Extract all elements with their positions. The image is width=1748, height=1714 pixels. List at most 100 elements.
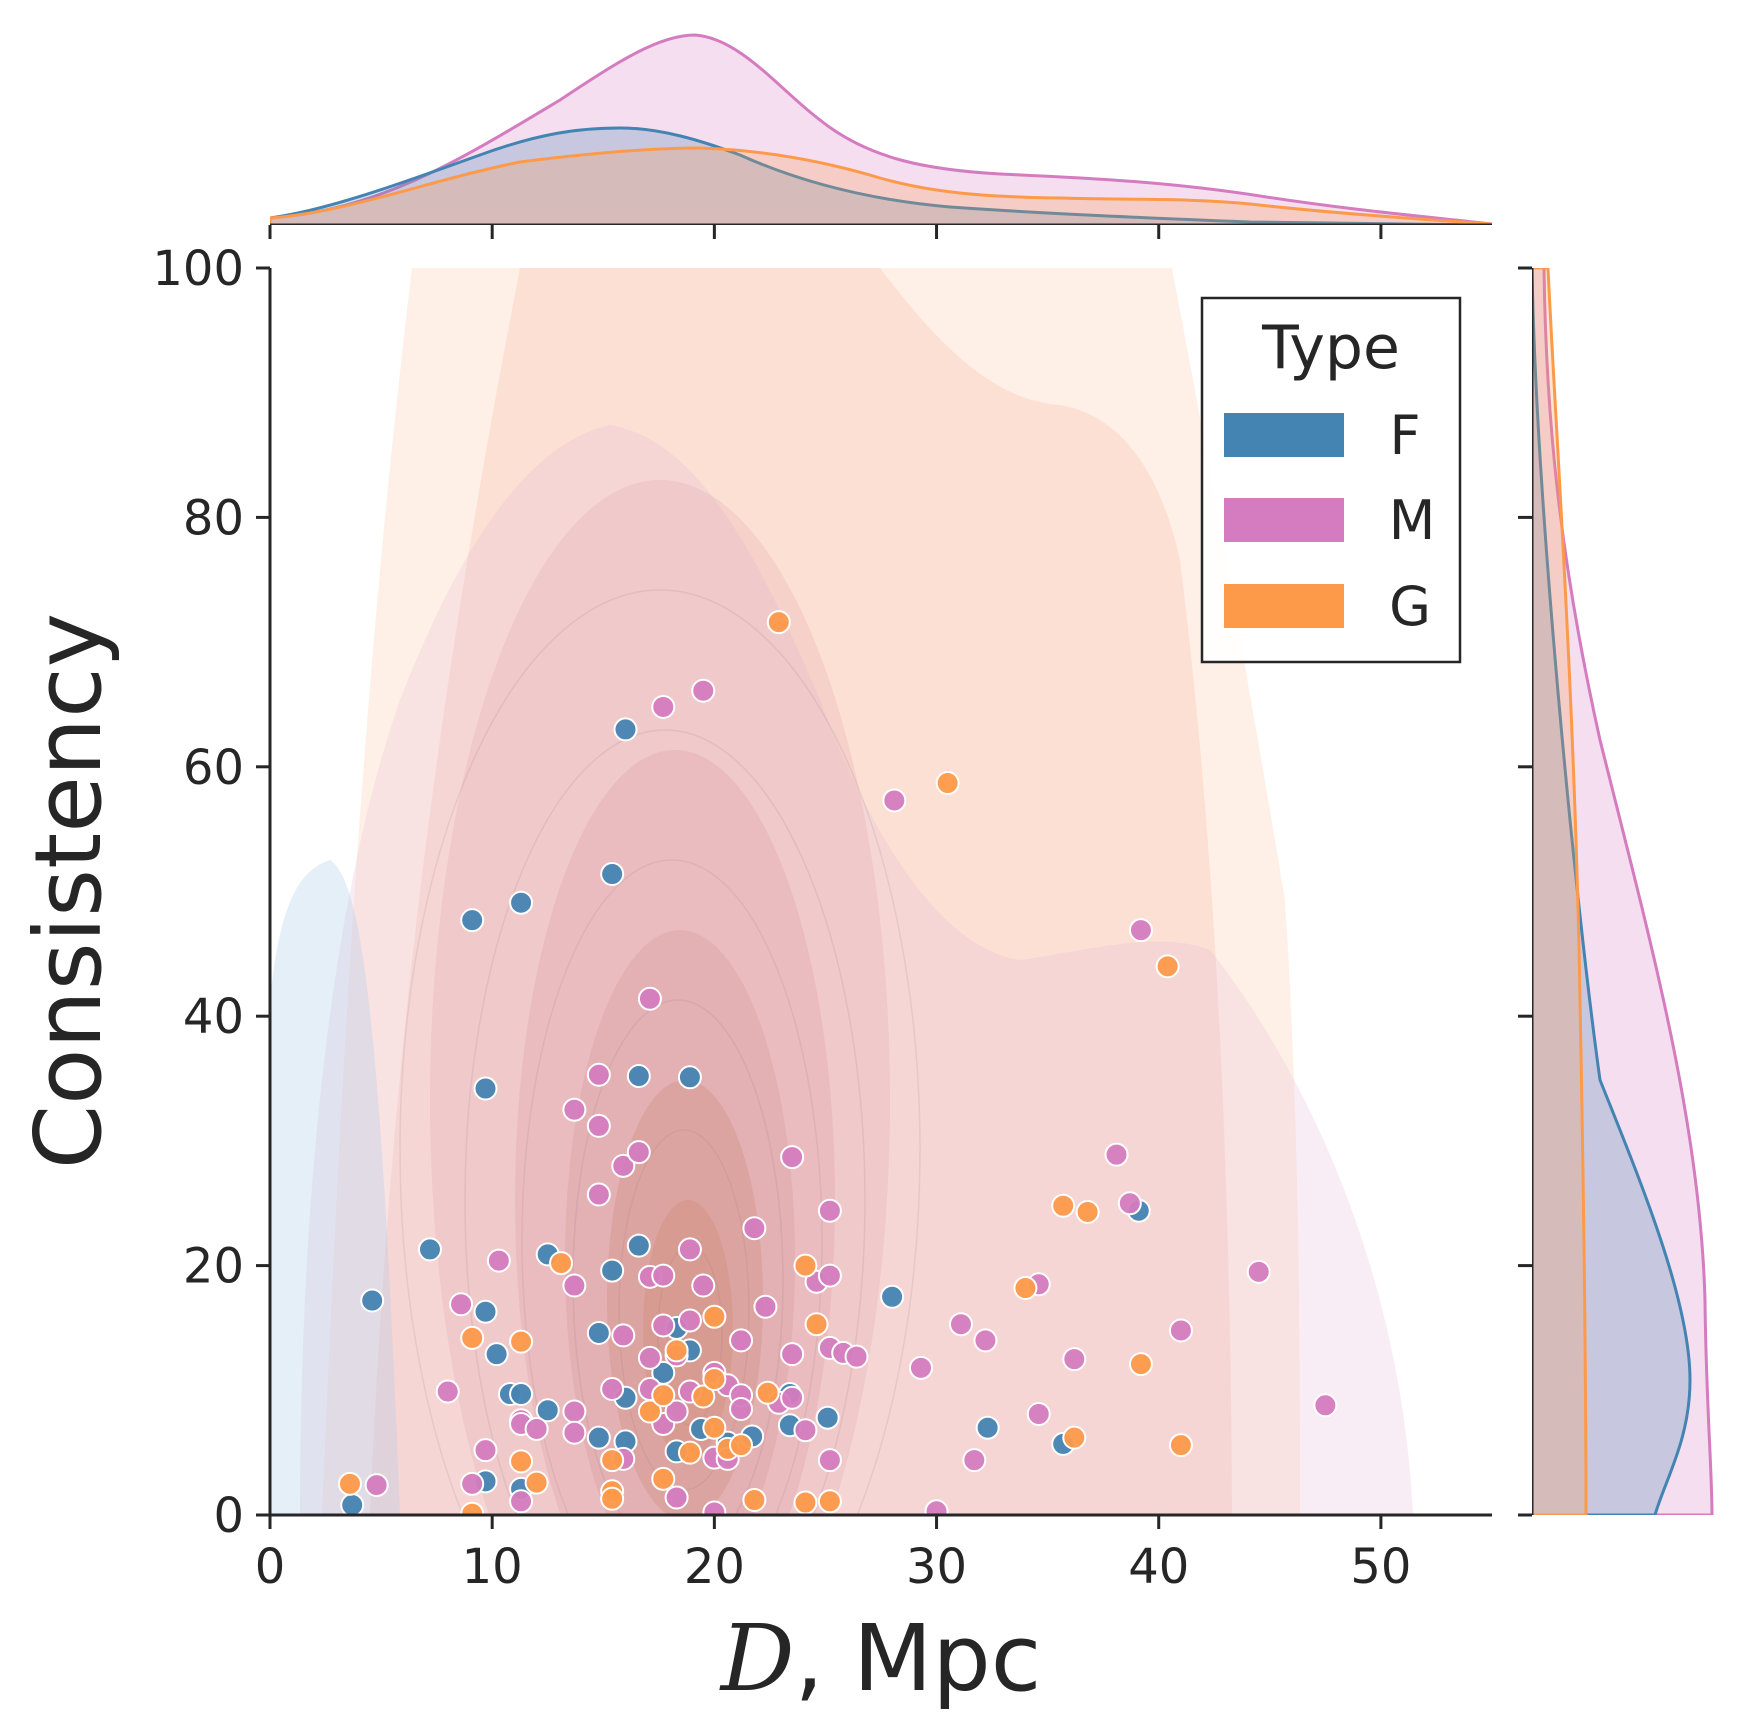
point-g <box>637 1399 662 1424</box>
point-f <box>340 1493 365 1515</box>
point-g <box>1128 1352 1153 1377</box>
point-m <box>1117 1191 1142 1216</box>
point-g <box>1075 1199 1100 1224</box>
right-kde-g <box>1532 268 1588 1515</box>
point-g <box>742 1488 767 1513</box>
point-f <box>417 1237 442 1262</box>
point-m <box>729 1397 754 1422</box>
point-m <box>882 788 907 813</box>
point-g <box>1155 954 1180 979</box>
right-marginal-ticks <box>1518 266 1532 1517</box>
point-g <box>664 1338 689 1363</box>
point-g <box>691 1384 716 1409</box>
point-g <box>702 1367 727 1392</box>
point-m <box>637 1345 662 1370</box>
density-m-outer <box>300 425 1413 1515</box>
point-f <box>473 1299 498 1324</box>
point-m <box>435 1379 460 1404</box>
y-tick-label: 40 <box>183 989 244 1045</box>
point-m <box>611 1323 636 1348</box>
point-m <box>1313 1393 1338 1418</box>
point-g <box>935 771 960 796</box>
y-tick-label: 80 <box>183 490 244 546</box>
legend-swatch-f <box>1224 413 1344 457</box>
point-f <box>509 1382 534 1407</box>
legend: Type F M G <box>1200 296 1462 664</box>
point-g <box>755 1380 780 1405</box>
point-g <box>600 1448 625 1473</box>
top-marginal-ticks <box>268 225 1383 239</box>
x-tick-label: 30 <box>906 1539 967 1595</box>
point-g <box>817 1489 842 1514</box>
scatter-points <box>337 610 1338 1515</box>
point-m <box>524 1416 549 1441</box>
point-f <box>600 1258 625 1283</box>
point-g <box>804 1312 829 1337</box>
point-m <box>817 1448 842 1473</box>
legend-title: Type <box>1261 313 1400 383</box>
legend-label-f: F <box>1389 404 1420 467</box>
x-axis-title: D, Mpc <box>719 1605 1042 1712</box>
point-m <box>742 1216 767 1241</box>
right-marginal <box>1532 268 1714 1515</box>
point-m <box>364 1473 389 1498</box>
point-m <box>691 1273 716 1298</box>
point-m <box>780 1342 805 1367</box>
point-m <box>586 1113 611 1138</box>
point-m <box>664 1399 689 1424</box>
point-m <box>449 1292 474 1317</box>
point-m <box>908 1355 933 1380</box>
y-axis-title: Consistency <box>15 613 122 1169</box>
point-g <box>1051 1193 1076 1218</box>
point-m <box>780 1145 805 1170</box>
point-m <box>562 1097 587 1122</box>
y-ticks: 0 20 40 60 80 100 <box>152 241 270 1544</box>
point-f <box>677 1065 702 1090</box>
point-f <box>509 890 534 915</box>
x-axis-unit: , Mpc <box>794 1605 1041 1712</box>
y-tick-label: 60 <box>183 740 244 796</box>
point-m <box>780 1385 805 1410</box>
point-m <box>1128 918 1153 943</box>
point-f <box>586 1320 611 1345</box>
point-m <box>962 1448 987 1473</box>
point-m <box>509 1489 534 1514</box>
point-f <box>626 1233 651 1258</box>
density-g-mid <box>370 268 1232 1515</box>
point-m <box>486 1248 511 1273</box>
point-f <box>360 1288 385 1313</box>
point-g <box>702 1415 727 1440</box>
point-m <box>562 1273 587 1298</box>
point-g <box>1013 1276 1038 1301</box>
point-f <box>535 1398 560 1423</box>
y-tick-label: 100 <box>152 241 244 297</box>
point-f <box>626 1064 651 1089</box>
point-m <box>793 1418 818 1443</box>
point-m <box>677 1237 702 1262</box>
point-m <box>651 694 676 719</box>
point-m <box>729 1328 754 1353</box>
point-m <box>1062 1347 1087 1372</box>
point-g <box>600 1486 625 1511</box>
point-f <box>880 1284 905 1309</box>
x-tick-label: 40 <box>1128 1539 1189 1595</box>
x-tick-label: 10 <box>462 1539 523 1595</box>
y-tick-label: 0 <box>213 1488 244 1544</box>
point-m <box>1104 1142 1129 1167</box>
right-kde-f <box>1532 268 1692 1515</box>
point-g <box>1168 1433 1193 1458</box>
point-g <box>509 1449 534 1474</box>
top-kde-f <box>270 126 1492 225</box>
point-g <box>766 610 791 635</box>
point-f <box>975 1415 1000 1440</box>
top-kde-g <box>270 146 1492 225</box>
legend-swatch-m <box>1224 498 1344 542</box>
point-m <box>586 1182 611 1207</box>
point-m <box>1246 1259 1271 1284</box>
point-m <box>562 1399 587 1424</box>
point-m <box>651 1313 676 1338</box>
point-m <box>753 1294 778 1319</box>
contour-line <box>399 589 921 1515</box>
point-g <box>793 1490 818 1515</box>
legend-swatch-g <box>1224 584 1344 628</box>
